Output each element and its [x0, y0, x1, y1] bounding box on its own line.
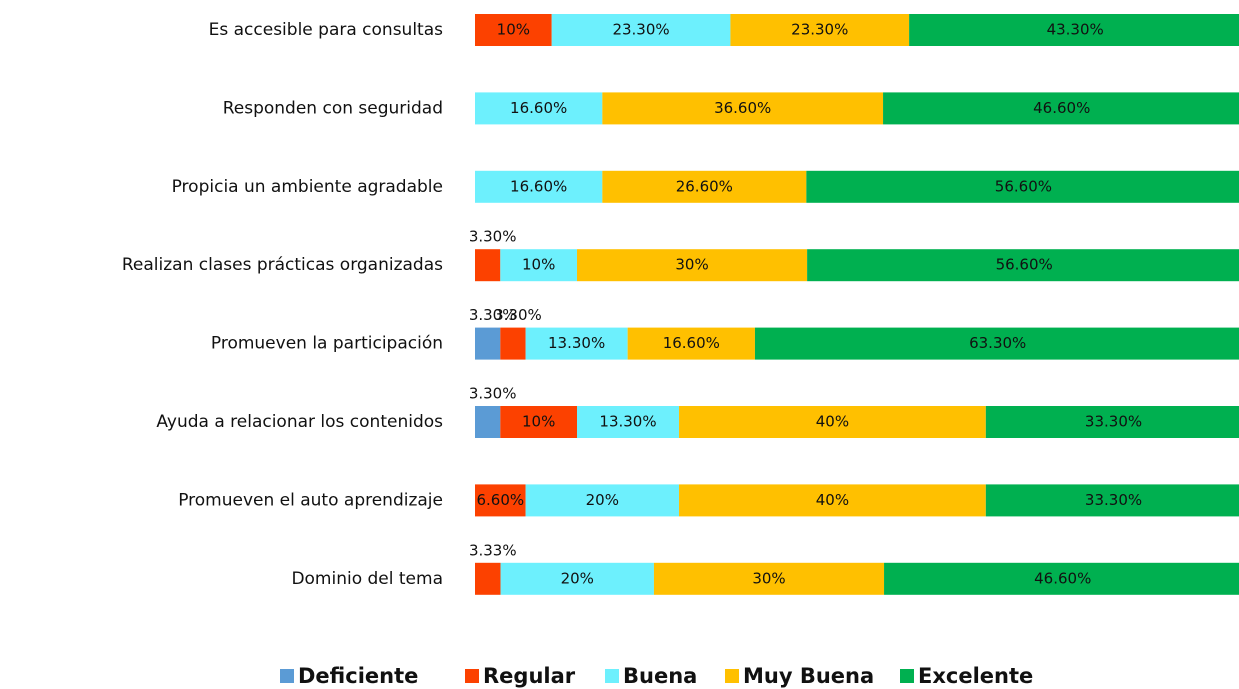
bar-segment — [627, 327, 755, 360]
bar-segment — [577, 406, 680, 438]
bar-segment — [577, 249, 808, 282]
value-label: 10% — [497, 21, 530, 39]
value-label: 30% — [752, 569, 785, 587]
legend-swatch — [605, 669, 619, 683]
value-label: 3.30% — [494, 306, 542, 324]
legend-swatch — [280, 669, 294, 683]
legend-swatch — [725, 669, 739, 683]
value-label: 33.30% — [1085, 491, 1142, 509]
value-label: 56.60% — [996, 256, 1053, 274]
bar-segment — [985, 406, 1239, 438]
value-label: 16.60% — [510, 99, 567, 117]
value-label: 46.60% — [1034, 569, 1091, 587]
bar-segment — [807, 249, 1239, 282]
value-label: 20% — [561, 569, 594, 587]
value-label: 36.60% — [714, 99, 771, 117]
bar-segment — [730, 14, 910, 46]
value-label: 3.30% — [469, 385, 517, 403]
bar-segment — [653, 562, 885, 595]
value-label: 3.30% — [469, 306, 517, 324]
bar-segment — [909, 14, 1239, 46]
bar-segment — [985, 484, 1239, 517]
value-label: 6.60% — [476, 491, 524, 509]
bar-segment — [475, 484, 526, 517]
legend-label: Deficiente — [298, 664, 418, 688]
value-label: 16.60% — [663, 334, 720, 352]
category-label: Propicia un ambiente agradable — [172, 177, 443, 197]
bar-segment — [679, 406, 986, 438]
value-label: 46.60% — [1033, 99, 1090, 117]
bar-segment — [475, 14, 552, 46]
bar-segment — [475, 249, 501, 282]
bar-segment — [500, 327, 526, 360]
bar-segment — [475, 327, 501, 360]
value-label: 13.30% — [599, 413, 656, 431]
legend-swatch — [900, 669, 914, 683]
value-label: 3.30% — [469, 228, 517, 246]
value-label: 40% — [816, 413, 849, 431]
value-label: 10% — [522, 256, 555, 274]
bar-segment — [525, 484, 680, 517]
value-label: 43.30% — [1047, 21, 1104, 39]
bar-segment — [525, 327, 628, 360]
legend-label: Buena — [623, 664, 697, 688]
value-label: 16.60% — [510, 177, 567, 195]
category-label: Ayuda a relacionar los contenidos — [156, 412, 443, 432]
bar-segment — [475, 92, 603, 125]
value-label: 3.33% — [469, 541, 517, 559]
bar-segment — [602, 92, 884, 125]
value-label: 23.30% — [612, 21, 669, 39]
legend-label: Regular — [483, 664, 576, 688]
bar-segment — [475, 170, 603, 203]
value-label: 20% — [586, 491, 619, 509]
value-label: 10% — [522, 413, 555, 431]
bar-segment — [754, 327, 1239, 360]
category-label: Dominio del tema — [291, 569, 443, 589]
value-label: 40% — [816, 491, 849, 509]
value-label: 23.30% — [791, 21, 848, 39]
bar-segment — [884, 562, 1239, 595]
bar-segment — [602, 170, 807, 203]
bar-segment — [679, 484, 986, 517]
value-label: 56.60% — [995, 177, 1052, 195]
bar-segment — [475, 406, 501, 438]
legend-label: Excelente — [918, 664, 1033, 688]
bar-segment — [475, 562, 501, 595]
legend-swatch — [465, 669, 479, 683]
legend-label: Muy Buena — [743, 664, 874, 688]
value-label: 13.30% — [548, 334, 605, 352]
category-label: Responden con seguridad — [223, 98, 443, 118]
category-label: Es accesible para consultas — [209, 20, 444, 40]
category-label: Promueven el auto aprendizaje — [178, 490, 443, 510]
value-label: 26.60% — [676, 177, 733, 195]
value-label: 30% — [675, 256, 708, 274]
bar-segment — [500, 562, 654, 595]
value-label: 63.30% — [969, 334, 1026, 352]
value-label: 33.30% — [1085, 413, 1142, 431]
category-label: Promueven la participación — [211, 334, 443, 354]
bar-segment — [500, 406, 578, 438]
bar-segment — [551, 14, 731, 46]
bar-segment — [500, 249, 578, 282]
bar-segment — [883, 92, 1239, 125]
bar-segment — [806, 170, 1239, 203]
category-label: Realizan clases prácticas organizadas — [122, 255, 443, 275]
